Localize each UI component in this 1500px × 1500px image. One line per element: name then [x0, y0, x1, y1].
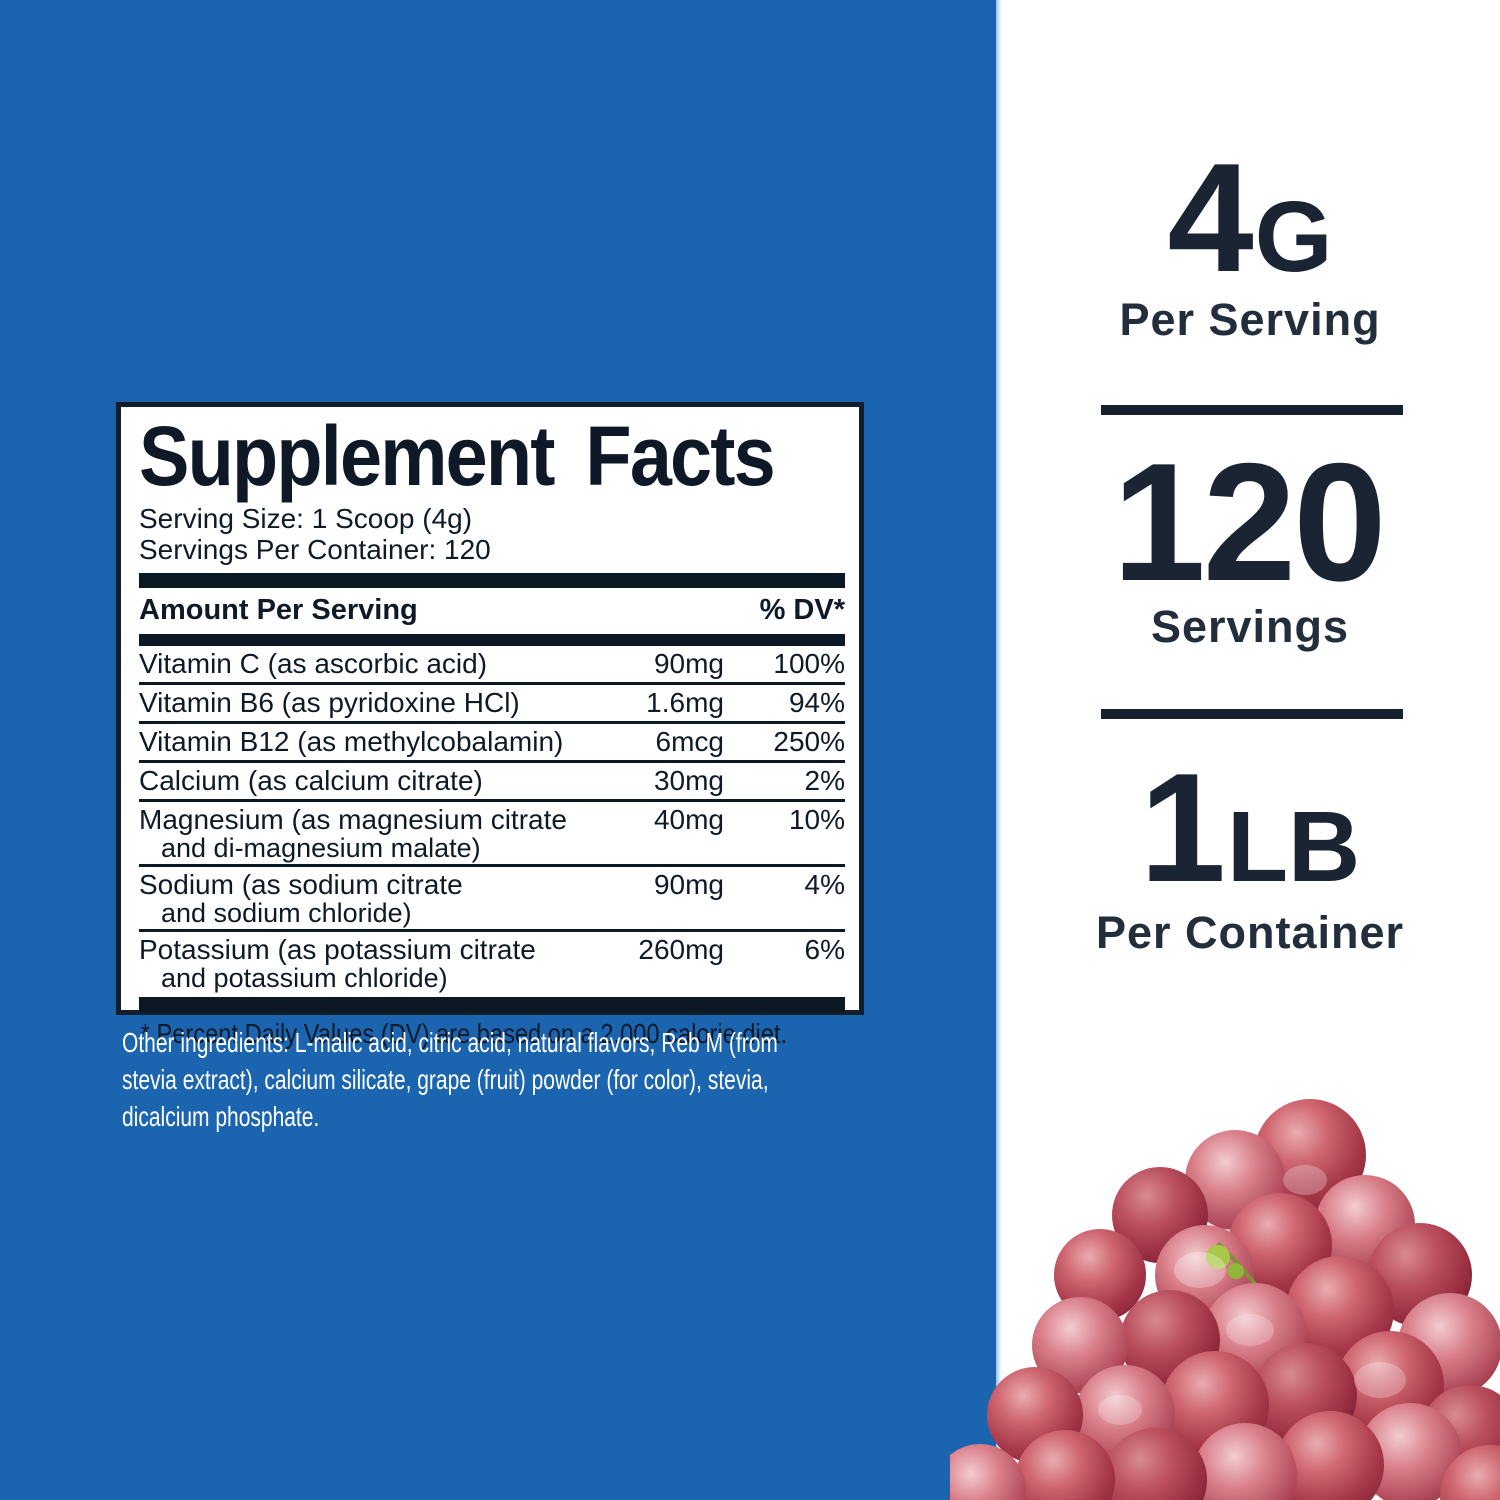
- divider-line: [1101, 709, 1403, 719]
- servings-per-container-text: Servings Per Container: 120: [139, 534, 491, 565]
- panel-title: Supplement Facts: [139, 409, 776, 503]
- divider-bar-bottom: [139, 997, 845, 1012]
- divider-bar-top: [139, 573, 845, 588]
- supplement-facts-panel: Supplement Facts Serving Size: 1 Scoop (…: [116, 402, 864, 1049]
- other-ingredients: Other ingredients: L-malic acid, citric …: [122, 1024, 842, 1135]
- servings-label: Servings: [1150, 601, 1350, 652]
- serving-size-text: Serving Size: 1 Scoop (4g): [139, 503, 473, 534]
- grapes-photo: [950, 1099, 1500, 1500]
- table-row-potassium: Potassium (as potassium citrate and pota…: [139, 929, 845, 994]
- per-serving-label: Per Serving: [1119, 294, 1381, 345]
- per-container-label: Per Container: [1095, 907, 1405, 958]
- table-row-vitamin-c: Vitamin C (as ascorbic acid) 90mg 100%: [139, 648, 845, 679]
- weight-per-container-stat: 1LB: [1139, 741, 1361, 914]
- other-ingredients-line: Other ingredients: L-malic acid, citric …: [122, 1027, 778, 1058]
- table-row-calcium: Calcium (as calcium citrate) 30mg 2%: [139, 760, 845, 799]
- divider-bar-header: [139, 634, 845, 646]
- background-edge-divider: [996, 0, 1002, 1500]
- grape-cluster: [950, 1099, 1500, 1500]
- amount-per-serving-header: Amount Per Serving: [139, 594, 418, 626]
- percent-dv-header: % DV*: [759, 594, 845, 626]
- servings-count-stat: 120: [1112, 428, 1386, 616]
- table-row-vitamin-b6: Vitamin B6 (as pyridoxine HCl) 1.6mg 94%: [139, 682, 845, 721]
- table-row-magnesium: Magnesium (as magnesium citrate and di-m…: [139, 799, 845, 864]
- table-row-vitamin-b12: Vitamin B12 (as methylcobalamin) 6mcg 25…: [139, 721, 845, 760]
- grams-per-serving-stat: 4G: [1167, 131, 1333, 304]
- table-row-sodium: Sodium (as sodium citrate and sodium chl…: [139, 864, 845, 929]
- table-header-row: Amount Per Serving % DV*: [139, 588, 845, 634]
- other-ingredients-line: dicalcium phosphate.: [122, 1101, 320, 1132]
- dv-footnote: * Percent Daily Values (DV) are based on…: [140, 1018, 788, 1049]
- other-ingredients-line: stevia extract), calcium silicate, grape…: [122, 1064, 769, 1095]
- divider-line: [1101, 405, 1403, 415]
